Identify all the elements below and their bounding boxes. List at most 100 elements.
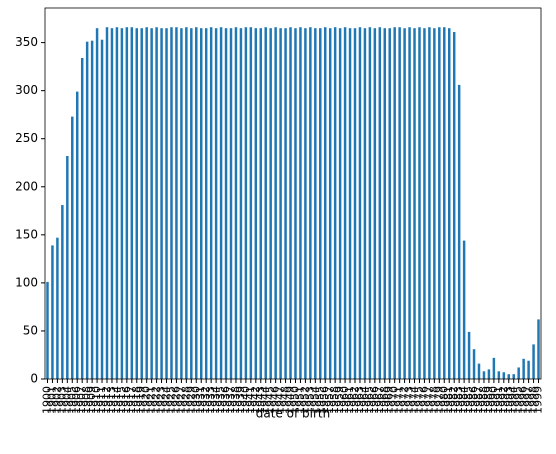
bar	[319, 28, 322, 380]
bar	[309, 27, 312, 379]
bar	[180, 28, 183, 380]
bar	[358, 27, 362, 379]
bar	[398, 27, 401, 379]
bar	[204, 28, 208, 380]
x-tick-label: 1919	[135, 386, 148, 414]
x-tick-label: 1923	[155, 386, 168, 414]
x-tick-label: 1947	[274, 386, 287, 414]
bar	[234, 27, 238, 379]
x-tick-label: 1903	[55, 386, 68, 414]
bar	[472, 349, 476, 379]
x-tick-label: 1989	[482, 386, 495, 414]
bar	[418, 27, 421, 379]
x-tick-label: 1953	[303, 386, 316, 414]
x-tick-label: 1977	[422, 386, 435, 414]
bar	[190, 28, 193, 380]
x-tick-label: 1939	[234, 386, 247, 414]
bar	[105, 27, 109, 379]
x-tick-label: 1907	[75, 386, 88, 414]
bar	[462, 240, 466, 379]
bar	[477, 363, 481, 379]
y-tick-label: 100	[15, 275, 38, 289]
bar	[145, 27, 148, 379]
x-tick-label: 1944	[259, 386, 272, 414]
x-tick-label: 1963	[353, 386, 366, 414]
bar	[150, 28, 153, 380]
x-tick-label: 1959	[333, 386, 346, 414]
bar	[140, 28, 143, 380]
x-tick-label: 1940	[239, 386, 252, 414]
y-tick-label: 200	[15, 179, 38, 193]
x-tick-label: 1999	[532, 386, 545, 414]
bar	[368, 27, 372, 379]
x-tick-label: 1978	[427, 386, 440, 414]
x-tick-label: 1935	[214, 386, 227, 414]
x-tick-label: 1943	[254, 386, 267, 414]
x-tick-label: 1911	[95, 386, 108, 414]
bar	[200, 28, 203, 380]
bar	[165, 28, 168, 380]
bar	[170, 27, 173, 379]
y-tick-label: 300	[15, 83, 38, 97]
x-tick-label: 1901	[45, 386, 58, 414]
x-tick-label: 1996	[517, 386, 530, 414]
x-tick-label: 1927	[174, 386, 187, 414]
x-tick-label: 1922	[150, 386, 163, 414]
bar	[269, 28, 272, 380]
x-tick-label: 1954	[308, 386, 321, 414]
x-tick-label: 1936	[219, 386, 232, 414]
x-tick-label: 1956	[318, 386, 331, 414]
bar	[155, 27, 158, 379]
x-tick-label: 1920	[140, 386, 153, 414]
bar	[433, 28, 436, 380]
y-tick-label: 150	[15, 227, 38, 241]
x-tick-label: 1974	[408, 386, 421, 414]
x-tick-label: 1913	[105, 386, 118, 414]
x-tick-label: 1992	[497, 386, 510, 414]
x-tick-label: 1950	[288, 386, 301, 414]
bar	[51, 245, 54, 379]
bar	[264, 27, 267, 379]
bar	[195, 27, 198, 379]
x-tick-label: 1998	[527, 386, 540, 414]
bar	[90, 40, 94, 379]
x-tick-label: 1985	[462, 386, 475, 414]
bar	[175, 27, 178, 379]
x-tick-label: 1997	[522, 386, 535, 414]
x-tick-label: 1931	[194, 386, 207, 414]
x-tick-label: 1915	[115, 386, 128, 414]
x-tick-label: 1926	[169, 386, 182, 414]
x-tick-label: 1972	[398, 386, 411, 414]
bar	[487, 369, 491, 379]
x-tick-label: 1958	[328, 386, 341, 414]
x-tick-label: 1925	[164, 386, 177, 414]
bar	[214, 28, 218, 380]
bar	[373, 28, 377, 380]
bar	[80, 57, 84, 379]
bar	[338, 28, 342, 380]
x-tick-label: 1955	[313, 386, 326, 414]
bar	[408, 27, 411, 379]
bar	[328, 28, 332, 380]
bar	[95, 28, 99, 380]
x-tick-label: 1964	[358, 386, 371, 414]
x-tick-label: 1962	[348, 386, 361, 414]
plot-frame	[44, 7, 542, 380]
bar	[294, 28, 297, 380]
x-tick-label: 1969	[383, 386, 396, 414]
x-tick-label: 1976	[417, 386, 430, 414]
bar	[532, 344, 535, 379]
bar	[324, 27, 327, 379]
x-tick-label: 1987	[472, 386, 485, 414]
bar	[522, 358, 525, 379]
y-tick-label: 50	[23, 323, 38, 337]
x-tick-label: 1905	[65, 386, 78, 414]
x-tick-label: 1993	[502, 386, 515, 414]
bar	[160, 28, 163, 380]
bar	[438, 27, 441, 379]
y-tick-label: 250	[15, 131, 38, 145]
bar	[85, 41, 89, 380]
y-tick-label: 350	[15, 35, 38, 49]
bar	[517, 367, 520, 379]
